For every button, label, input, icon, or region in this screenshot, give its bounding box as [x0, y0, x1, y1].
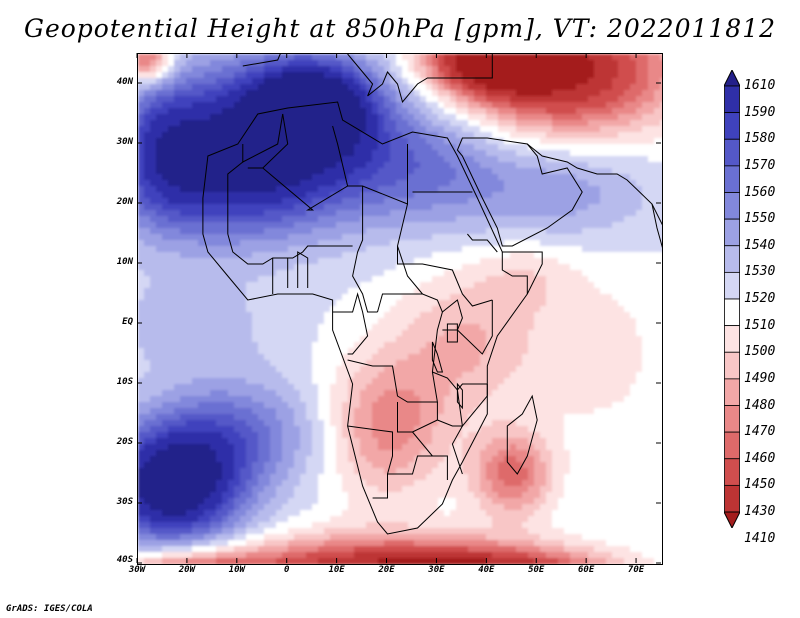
- colorbar-label: 1490: [744, 370, 776, 386]
- lon-tick-label: 30W: [128, 565, 146, 575]
- colorbar-top-arrow: [724, 70, 740, 87]
- colorbar-swatch: [724, 378, 740, 406]
- lat-tick-label: 10S: [116, 377, 133, 387]
- lon-tick-label: 70E: [627, 565, 645, 575]
- lon-tick-label: 40E: [478, 565, 495, 575]
- lon-tick-label: 10W: [228, 565, 245, 575]
- iberia-coastline: [242, 54, 281, 67]
- country-border: [467, 233, 498, 253]
- colorbar-label: 1430: [744, 504, 776, 519]
- country-border: [347, 425, 393, 499]
- country-border: [397, 203, 493, 307]
- country-border: [436, 389, 463, 427]
- colorbar-label: 1550: [744, 211, 776, 227]
- country-border: [352, 186, 378, 313]
- colorbar-label: 1510: [744, 317, 776, 333]
- lon-tick-label: 50E: [528, 565, 545, 575]
- iran-coastline: [526, 143, 662, 226]
- height-field-cells: [138, 54, 662, 564]
- grads-credit: GrADS: IGES/COLA: [6, 604, 93, 614]
- lat-tick-label: 40N: [116, 77, 133, 87]
- map-canvas: [138, 54, 662, 564]
- colorbar-label: 1500: [744, 344, 776, 360]
- lat-tick-label: 30S: [116, 497, 133, 507]
- colorbar-swatch: [724, 484, 740, 513]
- lat-tick-label: 40S: [116, 555, 133, 565]
- colorbar-label: 1470: [744, 424, 776, 440]
- country-border: [227, 161, 244, 234]
- colorbar-label: 1610: [744, 78, 776, 93]
- country-border: [397, 245, 423, 295]
- lat-tick-label: 30N: [116, 137, 133, 147]
- colorbar-bottom-arrow: [724, 511, 740, 528]
- arabia-coastline: [456, 137, 583, 247]
- colorbar-swatch: [724, 271, 740, 300]
- colorbar-label: 1570: [744, 157, 776, 173]
- lat-tick-label: 20N: [116, 197, 133, 207]
- colorbar-swatch: [724, 325, 740, 353]
- colorbar-label: 1520: [744, 291, 776, 306]
- country-border: [397, 402, 438, 433]
- country-border: [442, 299, 463, 331]
- africa-coastline: [202, 101, 543, 535]
- country-border: [387, 455, 433, 475]
- country-border: [262, 125, 349, 211]
- country-border: [347, 144, 408, 205]
- coastlines-borders: [202, 54, 662, 535]
- colorbar-label: 1580: [744, 131, 776, 147]
- lat-tick-label: EQ: [122, 317, 133, 327]
- colorbar-label: 1480: [744, 397, 776, 413]
- country-border: [347, 293, 443, 403]
- colorbar-swatch: [724, 351, 740, 380]
- lake-outline: [431, 341, 444, 373]
- country-border: [297, 251, 309, 288]
- colorbar-label: 1450: [744, 477, 776, 493]
- country-border: [332, 292, 369, 355]
- colorbar-swatch: [724, 165, 740, 193]
- lake-outline: [456, 382, 463, 410]
- colorbar-swatch: [724, 192, 740, 220]
- country-border: [242, 113, 284, 163]
- country-border: [412, 431, 448, 480]
- colorbar-swatch: [724, 458, 740, 486]
- colorbar-swatch: [724, 85, 740, 114]
- colorbar-swatch: [724, 405, 740, 433]
- lat-tick-label: 20S: [116, 437, 133, 447]
- lon-tick-label: 20E: [378, 565, 395, 575]
- colorbar-label: 1560: [744, 184, 776, 200]
- country-border: [501, 252, 528, 294]
- country-border: [247, 113, 289, 169]
- colorbar-swatch: [724, 298, 740, 327]
- colorbar-swatch: [724, 112, 740, 140]
- madagascar-coastline: [506, 394, 538, 475]
- colorbar-swatch: [724, 138, 740, 167]
- mediterranean-north-coastline: [347, 54, 493, 104]
- lon-tick-label: 60E: [578, 565, 595, 575]
- colorbar-swatch: [724, 218, 740, 247]
- colorbar-label: 1460: [744, 450, 776, 466]
- chart-title: Geopotential Height at 850hPa [gpm], VT:…: [23, 14, 777, 43]
- lon-tick-label: 30E: [428, 565, 445, 575]
- lon-tick-label: 20W: [178, 565, 196, 575]
- country-border: [451, 384, 488, 475]
- colorbar: [724, 70, 740, 528]
- colorbar-label: 1540: [744, 237, 776, 253]
- lake-outline: [446, 323, 458, 343]
- map-frame: [137, 53, 663, 565]
- colorbar-swatch: [724, 431, 740, 460]
- colorbar-swatch: [724, 245, 740, 273]
- colorbar-label: 1590: [744, 104, 776, 120]
- india-coastline: [651, 203, 662, 248]
- colorbar-label: 1410: [744, 530, 776, 546]
- height-field: [138, 54, 662, 564]
- lon-tick-label: 10E: [328, 565, 345, 575]
- lon-tick-label: 0: [283, 565, 290, 575]
- country-border: [457, 300, 493, 355]
- lat-tick-label: 10N: [116, 257, 133, 267]
- colorbar-label: 1530: [744, 264, 776, 280]
